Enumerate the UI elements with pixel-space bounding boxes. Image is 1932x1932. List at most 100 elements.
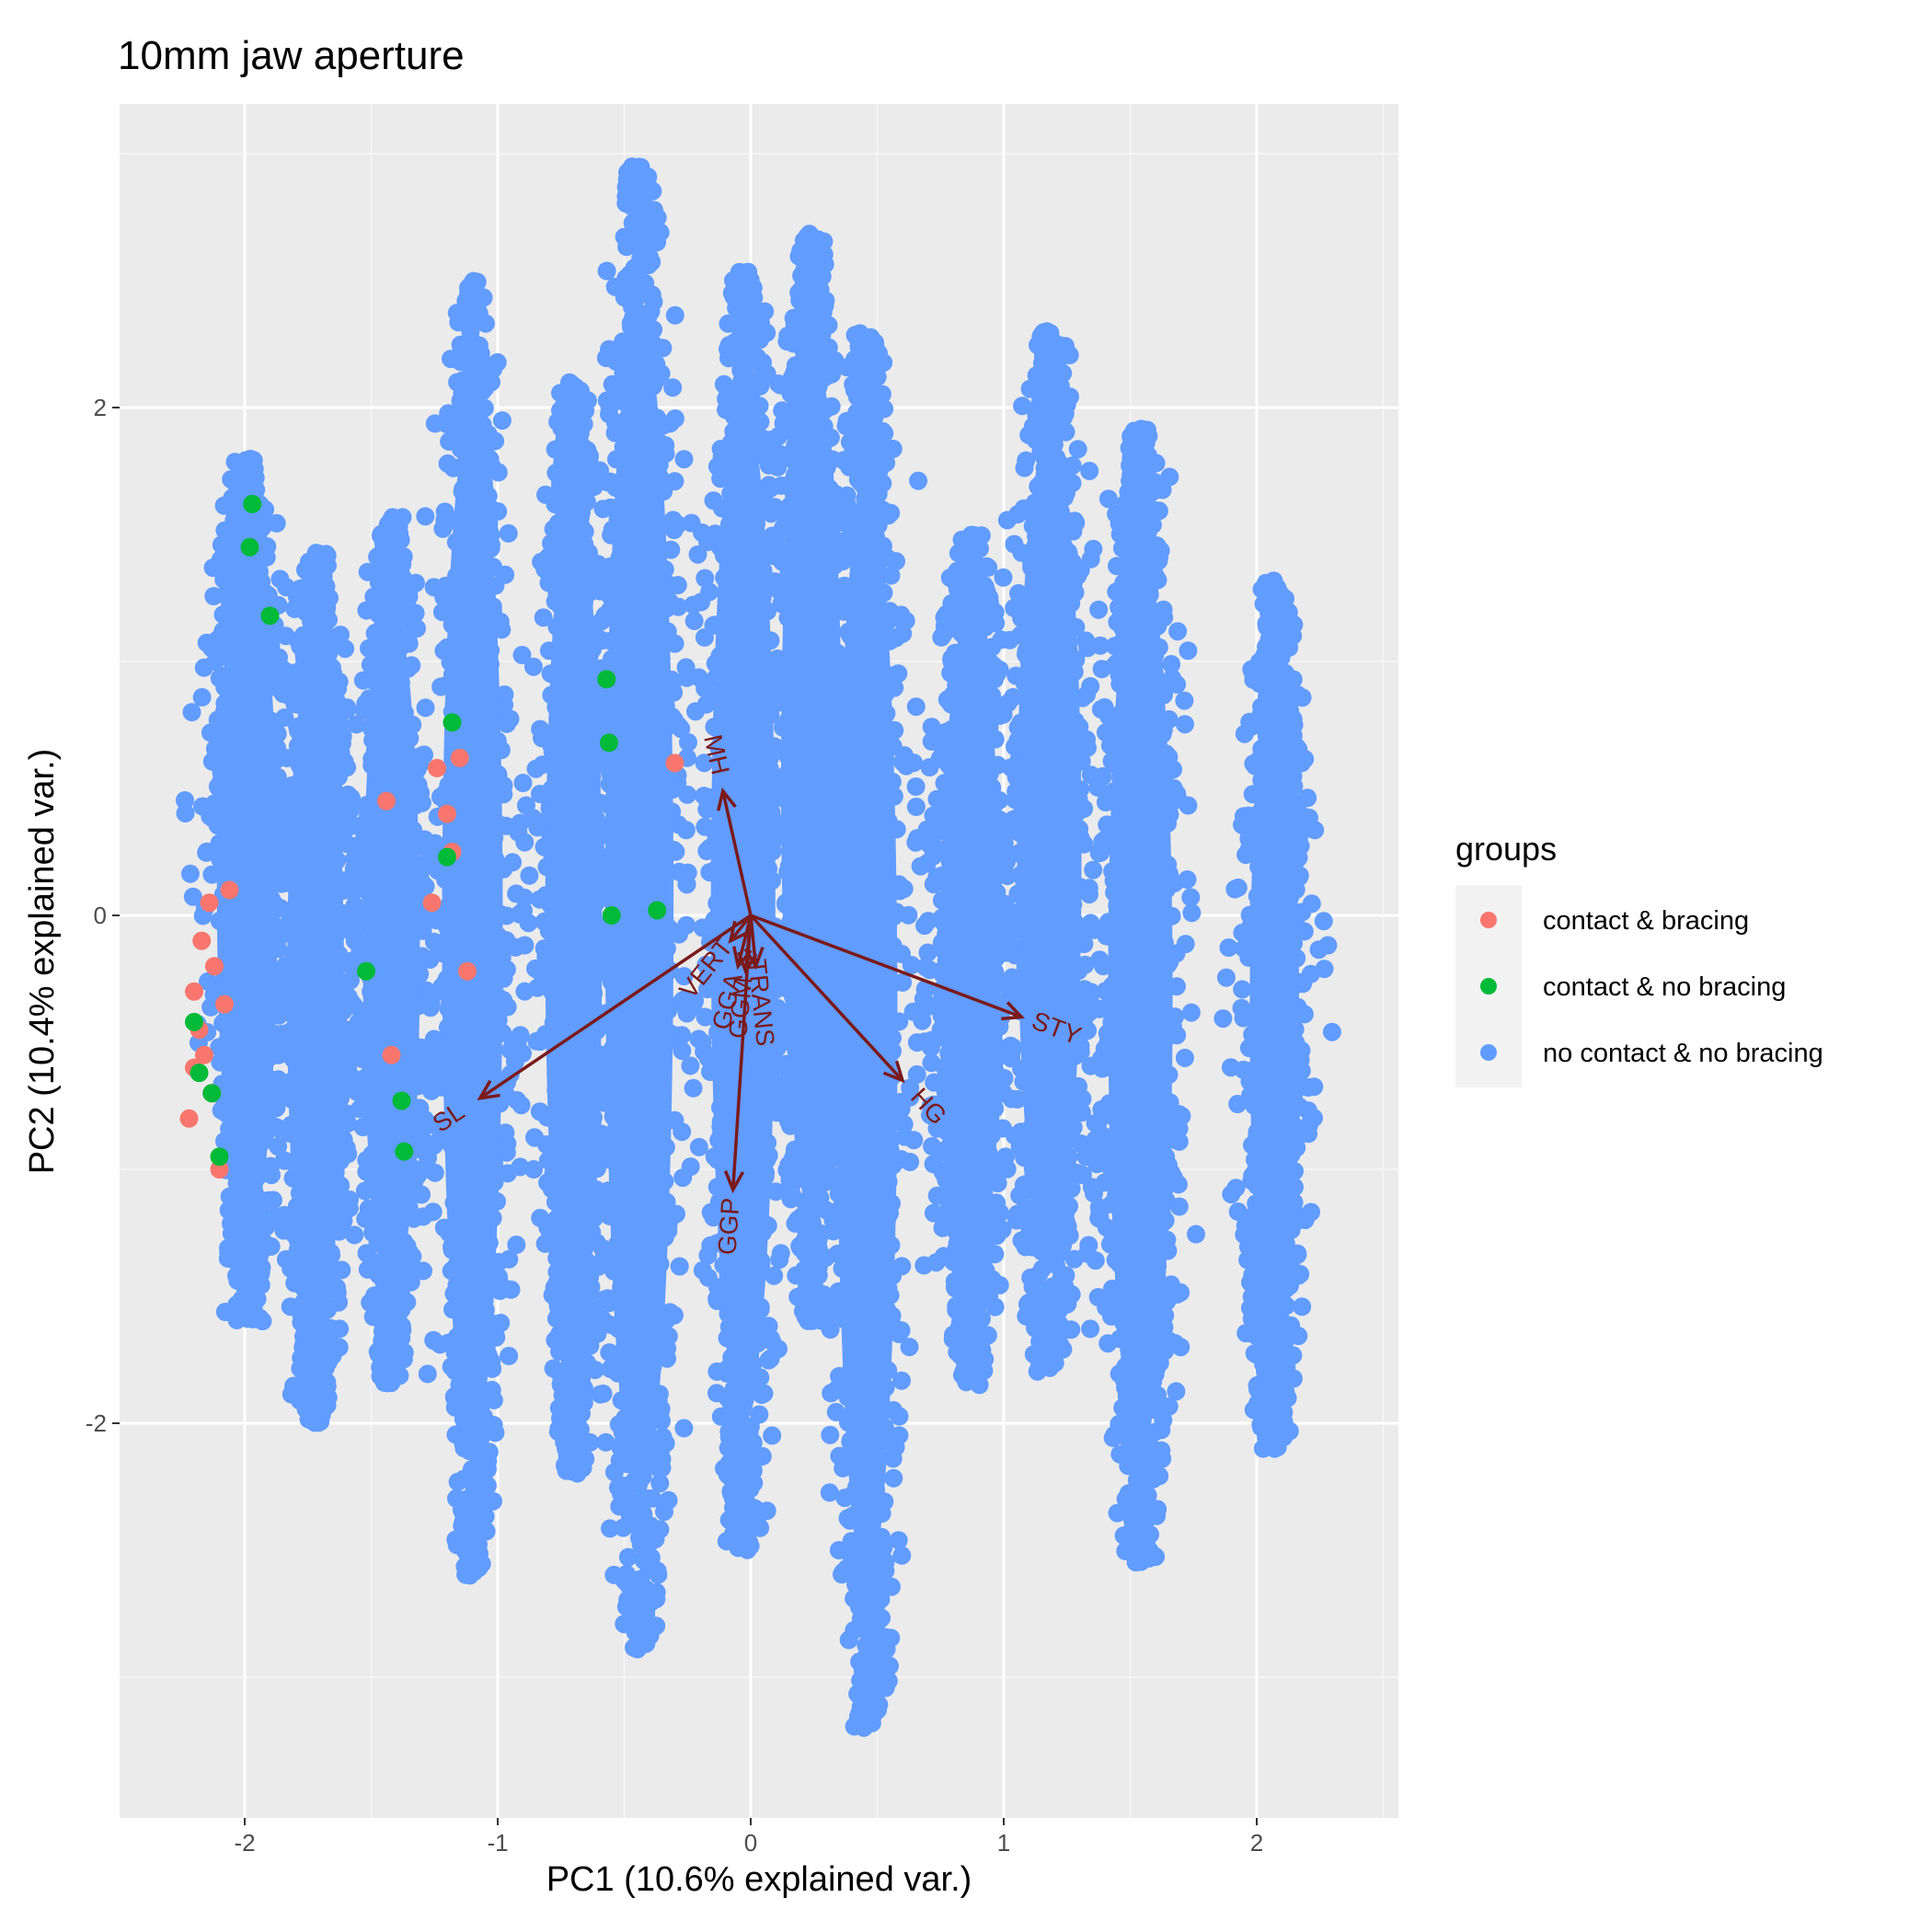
point-no-contact: [553, 453, 572, 472]
point-no-contact: [461, 322, 480, 341]
point-no-contact: [252, 518, 271, 537]
point-no-contact: [460, 1565, 479, 1584]
point-no-contact: [176, 804, 195, 822]
point-no-contact: [203, 558, 223, 578]
point-no-contact: [425, 834, 444, 853]
point-no-contact: [435, 511, 454, 530]
point-no-contact: [193, 797, 213, 816]
point-no-contact: [270, 569, 290, 589]
point-no-contact: [665, 305, 684, 325]
point-no-contact: [308, 544, 328, 563]
point-no-contact: [416, 698, 435, 718]
point-no-contact: [353, 671, 373, 690]
point-no-contact: [498, 1164, 517, 1183]
point-no-contact: [463, 272, 482, 292]
point-no-contact: [199, 972, 217, 991]
point-no-contact: [338, 1114, 357, 1133]
chart-title: 10mm jaw aperture: [118, 33, 465, 78]
point-no-contact: [465, 346, 484, 365]
point-no-contact: [280, 663, 299, 683]
point-no-contact: [567, 868, 585, 887]
cluster-core: [442, 409, 503, 1446]
point-no-contact: [305, 1413, 324, 1432]
point-no-contact: [269, 1070, 288, 1089]
point-no-contact: [471, 1474, 490, 1493]
point-no-contact: [515, 936, 535, 955]
point-no-contact: [418, 1364, 437, 1384]
point-no-contact: [324, 799, 343, 818]
point-no-contact: [182, 703, 201, 722]
point-no-contact: [513, 774, 533, 792]
point-no-contact: [261, 1156, 281, 1176]
point-no-contact: [338, 698, 357, 718]
point-no-contact: [489, 501, 508, 521]
point-no-contact: [382, 583, 401, 603]
point-no-contact: [215, 521, 235, 540]
point-no-contact: [326, 1169, 345, 1189]
point-no-contact: [321, 1318, 340, 1338]
point-no-contact: [500, 1346, 519, 1365]
point-no-contact: [268, 738, 287, 757]
point-no-contact: [263, 1190, 282, 1210]
point-no-contact: [509, 822, 528, 842]
point-no-contact: [197, 842, 216, 861]
point-no-contact: [269, 1137, 288, 1156]
point-no-contact: [320, 1009, 339, 1028]
point-no-contact: [560, 1445, 579, 1465]
point-no-contact: [512, 1096, 531, 1115]
point-no-contact: [385, 565, 404, 584]
point-no-contact: [202, 865, 222, 884]
point-no-contact: [183, 887, 202, 906]
point-no-contact: [251, 1265, 270, 1283]
point-no-contact: [393, 508, 412, 527]
point-no-contact: [507, 884, 526, 903]
point-no-contact: [569, 1420, 588, 1438]
point-no-contact: [411, 783, 431, 802]
point-no-contact: [302, 1351, 321, 1371]
point-no-contact: [556, 1363, 575, 1382]
point-no-contact: [225, 453, 245, 472]
point-no-contact: [583, 1180, 603, 1200]
point-no-contact: [547, 492, 567, 512]
point-no-contact: [458, 1528, 477, 1547]
point-no-contact: [438, 454, 457, 473]
point-no-contact: [466, 302, 486, 321]
point-no-contact: [328, 948, 348, 967]
point-no-contact: [362, 598, 382, 617]
point-no-contact: [569, 440, 588, 459]
point-no-contact: [312, 570, 331, 590]
point-no-contact: [416, 507, 435, 526]
point-no-contact: [499, 523, 518, 543]
point-no-contact: [180, 864, 200, 883]
point-no-contact: [338, 758, 357, 777]
point-no-contact: [270, 1006, 289, 1025]
point-no-contact: [368, 1301, 387, 1319]
point-no-contact: [414, 1261, 432, 1281]
point-no-contact: [248, 856, 268, 875]
point-no-contact: [344, 859, 363, 879]
point-no-contact: [423, 1202, 443, 1222]
point-no-contact: [294, 1327, 313, 1346]
point-no-contact: [379, 1318, 398, 1338]
point-no-contact: [336, 821, 355, 840]
point-no-contact: [192, 687, 212, 707]
point-no-contact: [684, 611, 704, 630]
point-no-contact: [442, 350, 460, 369]
point-no-contact: [527, 1031, 546, 1051]
point-no-contact: [303, 1375, 322, 1394]
point-no-contact: [467, 374, 487, 394]
point-no-contact: [410, 754, 430, 774]
point-no-contact: [578, 1353, 597, 1373]
point-no-contact: [329, 1293, 349, 1312]
point-no-contact: [674, 450, 694, 469]
point-no-contact: [243, 467, 262, 487]
point-no-contact: [673, 1168, 693, 1188]
point-no-contact: [410, 964, 430, 983]
point-no-contact: [472, 1496, 491, 1515]
point-no-contact: [335, 1134, 354, 1154]
point-no-contact: [523, 657, 543, 676]
point-no-contact: [570, 404, 590, 423]
point-no-contact: [344, 882, 363, 902]
point-no-contact: [358, 1259, 377, 1279]
point-no-contact: [369, 562, 387, 581]
